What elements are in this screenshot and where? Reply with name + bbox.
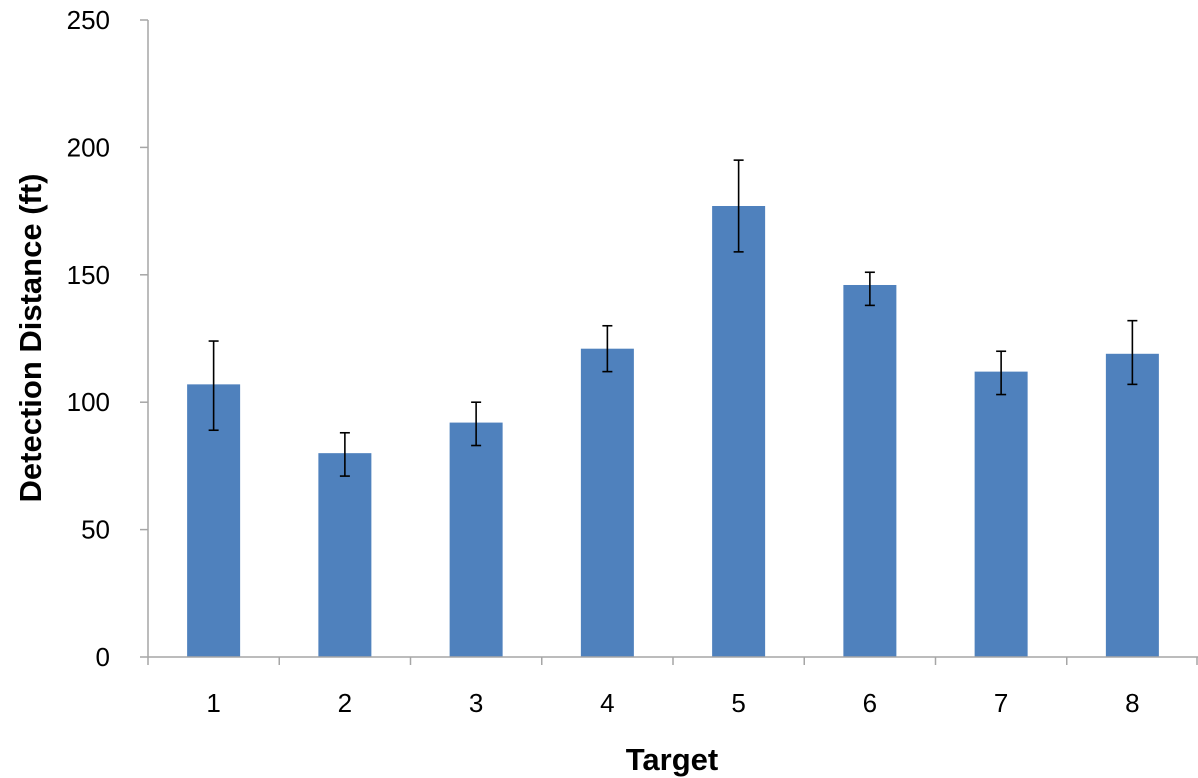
- y-tick-label: 150: [67, 260, 110, 290]
- x-axis-title: Target: [626, 742, 718, 777]
- bar: [843, 284, 897, 657]
- bar: [318, 453, 372, 657]
- y-tick-label: 250: [67, 5, 110, 35]
- y-tick-label: 100: [67, 387, 110, 417]
- x-axis-ticks: 1 2 3 4 5 6 7 8: [147, 657, 1198, 718]
- x-tick-label: 4: [600, 688, 614, 718]
- x-tick-label: 1: [206, 688, 220, 718]
- y-axis-ticks: 0 50 100 150 200 250: [67, 5, 148, 672]
- bar: [580, 348, 634, 657]
- bar: [1105, 353, 1159, 657]
- y-tick-label: 0: [96, 642, 110, 672]
- x-tick-label: 6: [863, 688, 877, 718]
- y-tick-label: 50: [81, 515, 110, 545]
- bar: [712, 206, 766, 657]
- bar: [974, 371, 1028, 657]
- x-tick-label: 3: [469, 688, 483, 718]
- axes: [147, 20, 1198, 658]
- bars: [187, 206, 1159, 657]
- x-tick-label: 7: [994, 688, 1008, 718]
- x-tick-label: 2: [338, 688, 352, 718]
- y-axis-title: Detection Distance (ft): [13, 174, 48, 503]
- x-tick-label: 8: [1125, 688, 1139, 718]
- bar: [449, 422, 503, 657]
- error-bars: [208, 159, 1138, 477]
- x-tick-label: 5: [731, 688, 745, 718]
- y-tick-label: 200: [67, 132, 110, 162]
